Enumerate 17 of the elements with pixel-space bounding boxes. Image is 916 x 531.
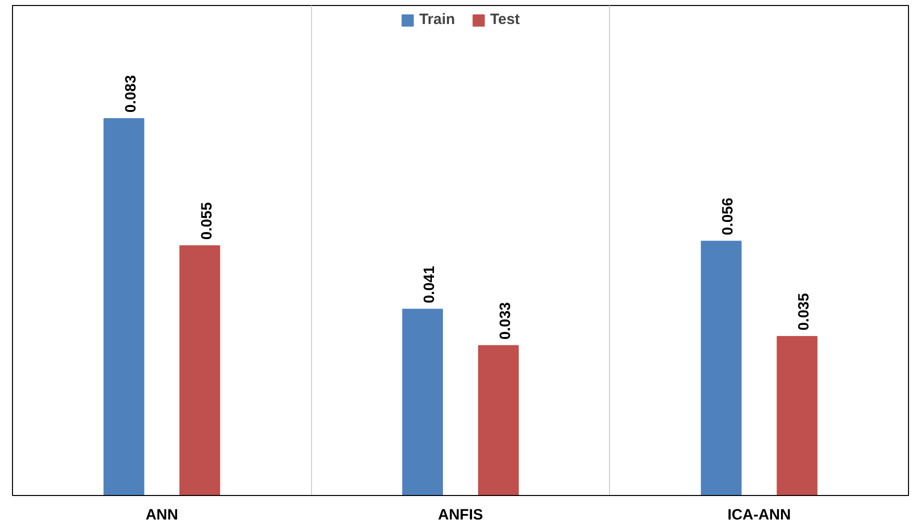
data-label: 0.055	[198, 202, 216, 240]
bar	[478, 345, 519, 496]
legend-label: Test	[490, 11, 520, 28]
data-label: 0.035	[796, 293, 813, 331]
data-label: 0.041	[421, 266, 438, 304]
x-tick-label: ANN	[146, 506, 178, 524]
bar	[104, 118, 144, 496]
x-tick-label: ICA-ANN	[728, 506, 791, 524]
bar	[700, 240, 742, 496]
bar	[179, 245, 220, 496]
data-label: 0.056	[720, 198, 737, 236]
bar	[776, 336, 818, 496]
x-tick-label: ANFIS	[438, 506, 483, 524]
data-label: 0.033	[496, 302, 514, 340]
data-label: 0.083	[122, 75, 140, 113]
bar	[402, 308, 443, 496]
legend-label: Train	[419, 11, 456, 28]
